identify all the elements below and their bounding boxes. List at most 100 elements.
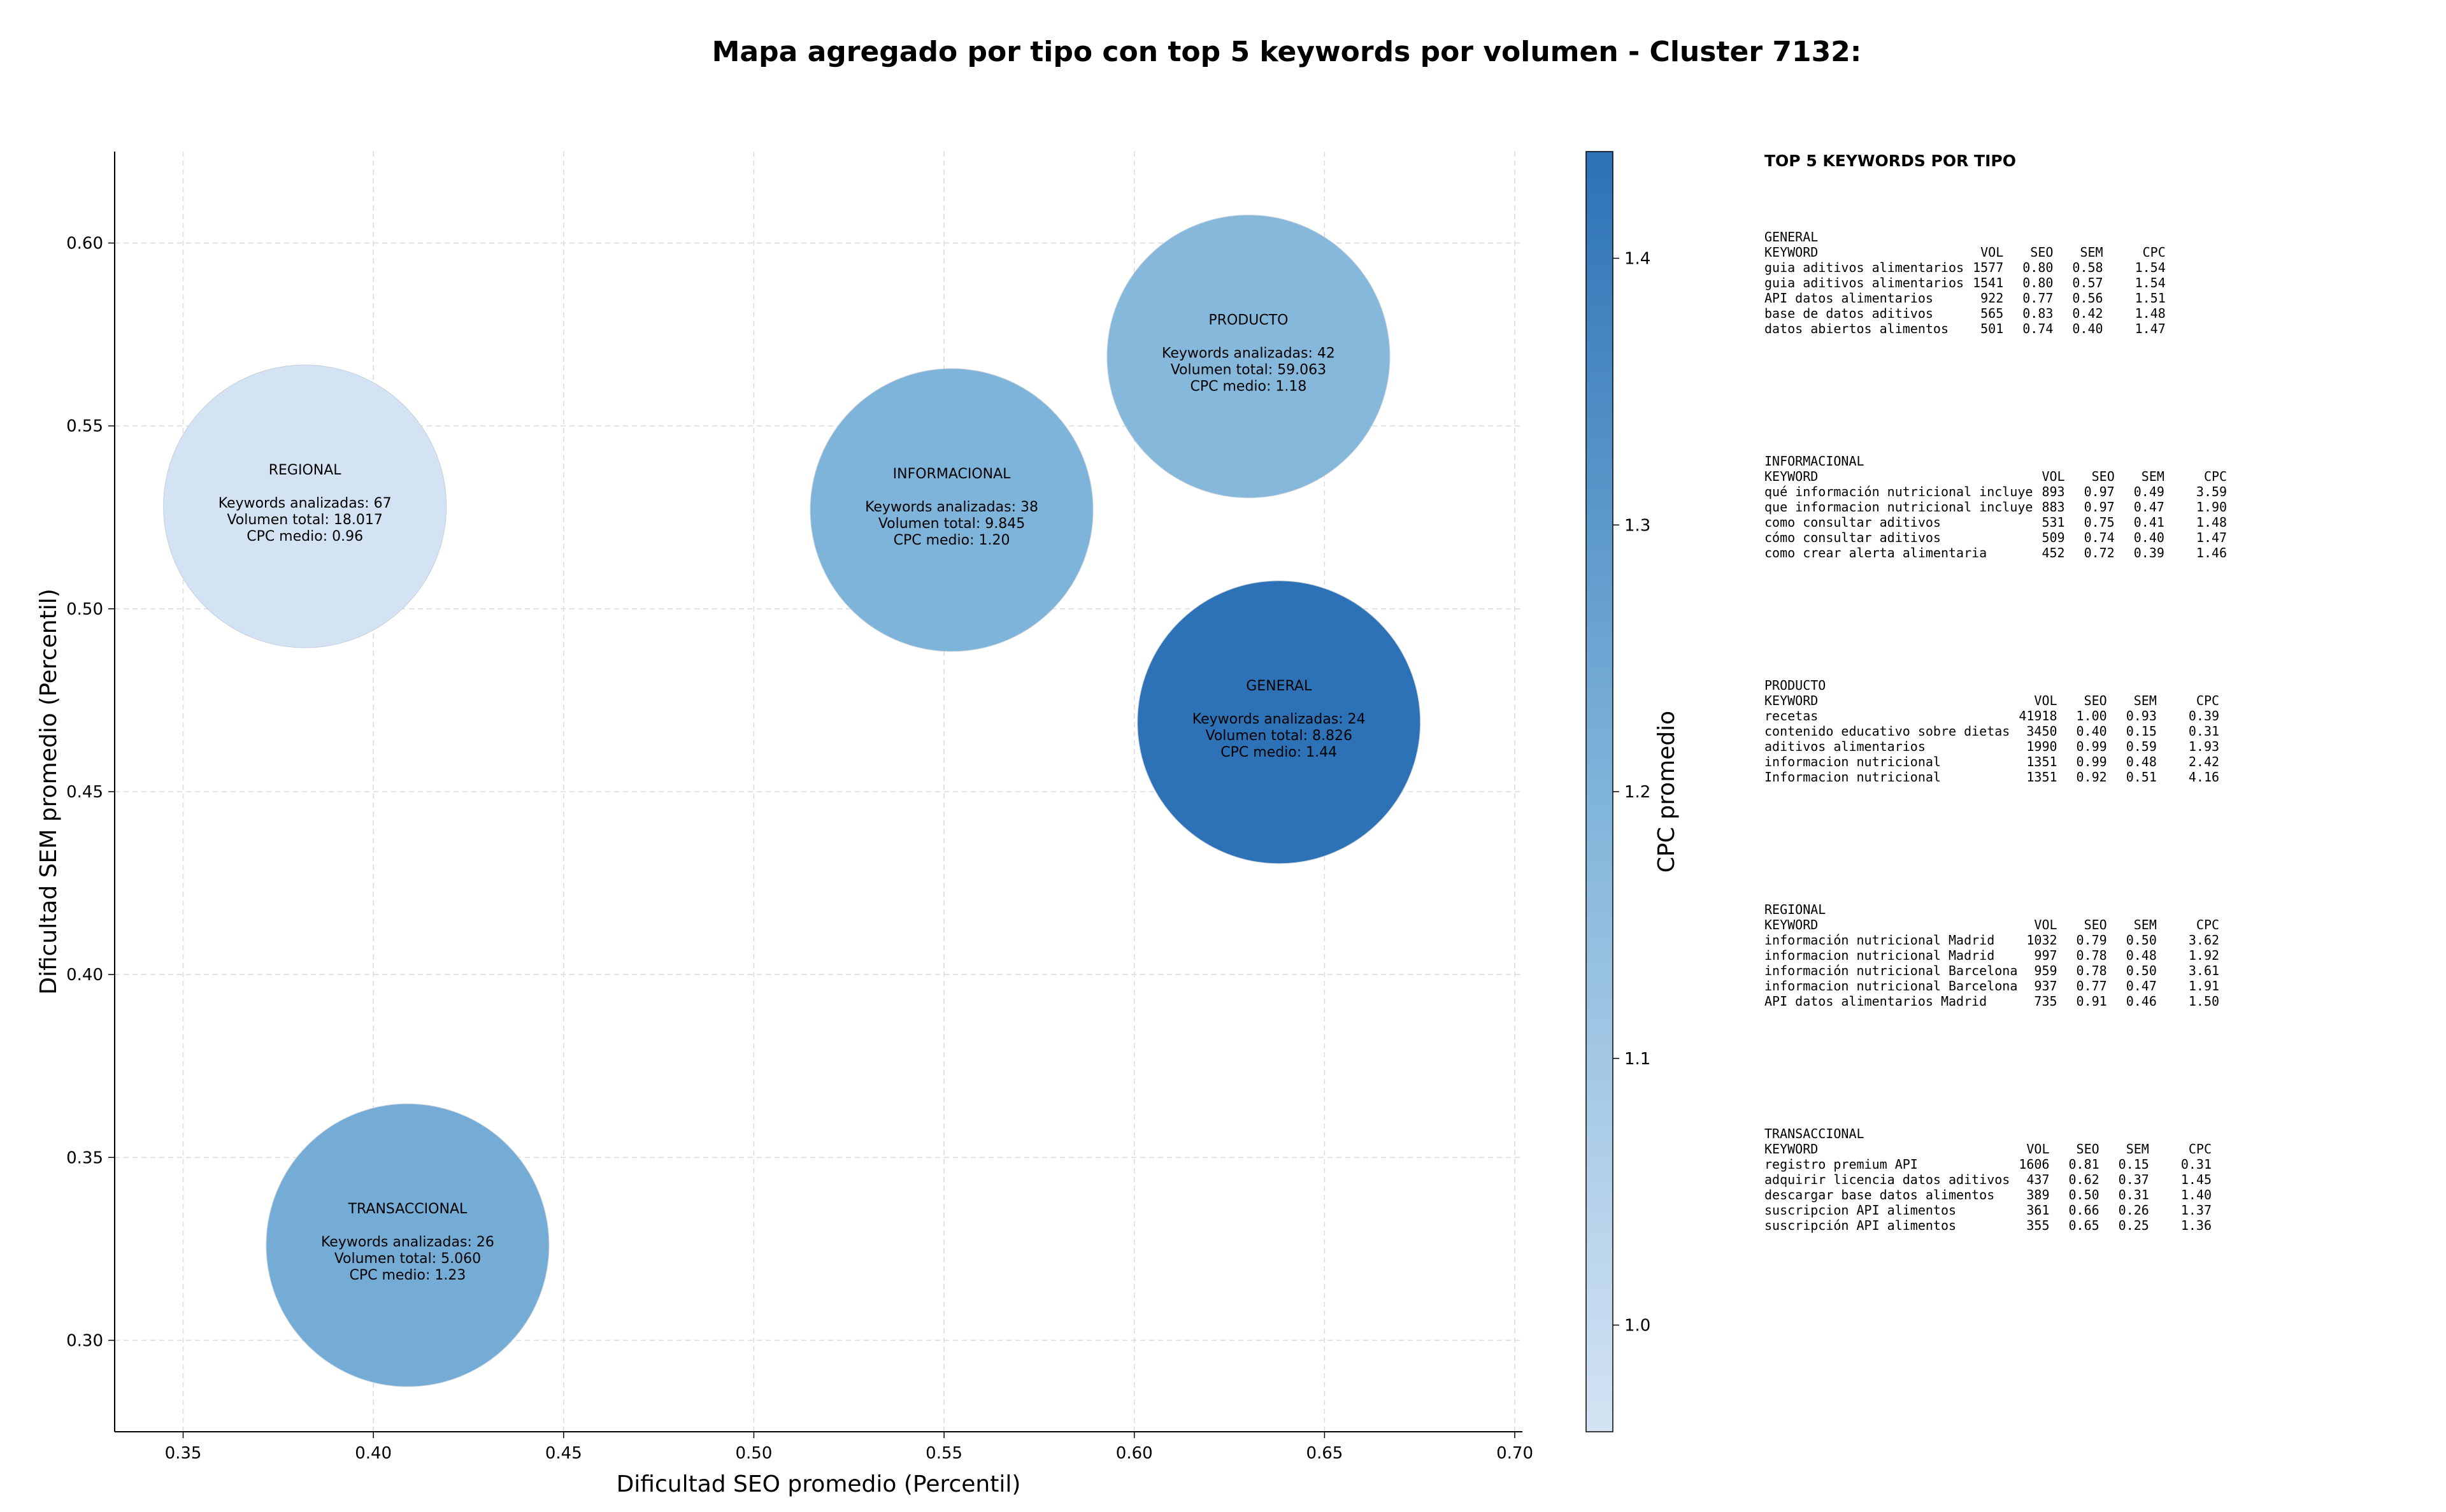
keyword-group-title: INFORMACIONAL xyxy=(1764,453,1864,469)
colorbar-gradient xyxy=(1585,151,1613,1432)
sem-cell: 0.57 xyxy=(2072,275,2103,290)
colorbar-tick-label: 1.0 xyxy=(1624,1316,1650,1336)
table-row: base de datos aditivos 565 0.83 0.42 1.48 xyxy=(1764,306,2166,321)
seo-cell: 0.62 xyxy=(2068,1172,2099,1187)
cpc-cell: 4.16 xyxy=(2188,769,2220,785)
keyword-cell: aditivos alimentarios xyxy=(1764,739,1926,754)
cpc-cell: CPC xyxy=(2203,469,2228,484)
table-row: API datos alimentarios Madrid 735 0.91 0.46… xyxy=(1764,994,2219,1009)
table-row: datos abiertos alimentos 501 0.74 0.40 1.47 xyxy=(1764,321,2166,336)
seo-cell: 0.97 xyxy=(2084,499,2115,515)
y-tick-label: 0.55 xyxy=(66,417,103,436)
colorbar-label: CPC promedio xyxy=(1654,711,1680,873)
seo-cell: SEO xyxy=(2084,917,2107,932)
cpc-cell: 0.31 xyxy=(2180,1157,2212,1172)
keyword-cell: cómo consultar aditivos xyxy=(1764,530,1941,545)
seo-cell: 0.91 xyxy=(2076,994,2107,1009)
keyword-cell: adquirir licencia datos aditivos xyxy=(1764,1172,2010,1187)
vol-cell: 41918 xyxy=(2019,708,2057,724)
sem-cell: 0.50 xyxy=(2126,932,2157,948)
keyword-table: KEYWORD VOL SEO SEM CPC qué información nutri… xyxy=(1764,469,2227,560)
sem-cell: 0.58 xyxy=(2072,260,2103,275)
vol-cell: 437 xyxy=(2026,1172,2050,1187)
bubble-volume-label: Volumen total: 5.060 xyxy=(334,1251,481,1267)
vol-cell: 893 xyxy=(2042,484,2065,499)
sem-cell: SEM xyxy=(2133,693,2157,708)
sem-cell: 0.47 xyxy=(2126,978,2157,994)
bubble-keywords-label: Keywords analizadas: 42 xyxy=(1162,346,1335,362)
vol-cell: 565 xyxy=(1980,306,2004,321)
bubble-circle xyxy=(1106,215,1391,499)
y-tick-label: 0.40 xyxy=(66,966,103,985)
cpc-cell: 1.93 xyxy=(2188,739,2220,754)
seo-cell: 1.00 xyxy=(2076,708,2107,724)
keyword-cell: guia aditivos alimentarios xyxy=(1764,260,1964,275)
table-header-row: KEYWORD VOL SEO SEM CPC xyxy=(1764,469,2227,484)
seo-cell: SEO xyxy=(2076,1141,2099,1157)
axes: 0.35 0.40 0.45 0.50 0.55 0.60 0.65 0.70 0.30 0.35… xyxy=(36,152,1533,1497)
vol-cell: 1606 xyxy=(2019,1157,2050,1172)
cpc-cell: 1.54 xyxy=(2135,275,2166,290)
sem-cell: 0.42 xyxy=(2072,306,2103,321)
seo-cell: SEO xyxy=(2091,469,2115,484)
keyword-group-title: GENERAL xyxy=(1764,229,1819,245)
seo-cell: 0.65 xyxy=(2068,1218,2099,1233)
seo-cell: 0.97 xyxy=(2084,484,2115,499)
table-row: contenido educativo sobre dietas 3450 0.40… xyxy=(1764,724,2219,739)
sem-cell: SEM xyxy=(2126,1141,2149,1157)
bubble-circle xyxy=(810,368,1094,652)
bubble-type-label: TRANSACCIONAL xyxy=(348,1201,468,1217)
vol-cell: 452 xyxy=(2042,545,2065,560)
vol-cell: VOL xyxy=(2026,1141,2050,1157)
keyword-cell: KEYWORD xyxy=(1764,917,1819,932)
sem-cell: 0.41 xyxy=(2133,515,2164,530)
keyword-cell: qué información nutricional incluye xyxy=(1764,484,2033,499)
sem-cell: 0.46 xyxy=(2126,994,2157,1009)
seo-cell: 0.50 xyxy=(2068,1187,2099,1202)
table-row: informacion nutricional Barcelona 937 0.77… xyxy=(1764,978,2219,994)
keyword-cell: informacion nutricional Madrid xyxy=(1764,948,1995,963)
bubble-circle xyxy=(266,1103,550,1387)
seo-cell: 0.75 xyxy=(2084,515,2115,530)
vol-cell: 922 xyxy=(1980,290,2004,306)
cpc-cell: 1.40 xyxy=(2180,1187,2212,1202)
seo-cell: 0.79 xyxy=(2076,932,2107,948)
x-axis-label: Dificultad SEO promedio (Percentil) xyxy=(617,1471,1021,1497)
vol-cell: 997 xyxy=(2034,948,2057,963)
table-header-row: KEYWORD VOL SEO SEM CPC xyxy=(1764,245,2166,260)
cpc-cell: CPC xyxy=(2196,693,2220,708)
colorbar-tick-label: 1.1 xyxy=(1624,1050,1650,1069)
cpc-cell: 1.45 xyxy=(2180,1172,2212,1187)
cpc-cell: 3.61 xyxy=(2188,963,2220,978)
table-row: información nutricional Madrid 1032 0.79 0.… xyxy=(1764,932,2219,948)
x-tick-label: 0.60 xyxy=(1116,1444,1153,1463)
keyword-group-informacional: INFORMACIONAL KEYWORD VOL SEO SEM CPC qué info… xyxy=(1764,453,2440,560)
table-row: como consultar aditivos 531 0.75 0.41 1.48 xyxy=(1764,515,2227,530)
vol-cell: 361 xyxy=(2026,1202,2050,1218)
colorbar-tick-label: 1.2 xyxy=(1624,783,1650,802)
y-axis-label: Dificultad SEM promedio (Percentil) xyxy=(36,588,62,995)
vol-cell: 1541 xyxy=(1973,275,2004,290)
bubble-circle xyxy=(163,364,447,648)
sem-cell: 0.15 xyxy=(2118,1157,2149,1172)
bubble-cpc-label: CPC medio: 1.18 xyxy=(1191,379,1307,395)
y-tick-label: 0.60 xyxy=(66,234,103,253)
sem-cell: SEM xyxy=(2133,917,2157,932)
x-tick-label: 0.65 xyxy=(1306,1444,1343,1463)
sem-cell: 0.93 xyxy=(2126,708,2157,724)
keyword-table: KEYWORD VOL SEO SEM CPC registro premium API 1… xyxy=(1764,1141,2212,1233)
cpc-cell: CPC xyxy=(2142,245,2166,260)
cpc-cell: CPC xyxy=(2196,917,2220,932)
vol-cell: 1351 xyxy=(2026,754,2057,769)
table-row: información nutricional Barcelona 959 0.78… xyxy=(1764,963,2219,978)
sem-cell: 0.50 xyxy=(2126,963,2157,978)
bubble-transaccional: TRANSACCIONAL Keywords analizadas: 26Volu… xyxy=(266,1103,550,1387)
vol-cell: VOL xyxy=(2042,469,2065,484)
bubble-volume-label: Volumen total: 8.826 xyxy=(1206,728,1352,744)
table-row: guia aditivos alimentarios 1541 0.80 0.57 1.… xyxy=(1764,275,2166,290)
keyword-cell: KEYWORD xyxy=(1764,245,1819,260)
keyword-group-regional: REGIONAL KEYWORD VOL SEO SEM CPC información n… xyxy=(1764,902,2440,1009)
table-row: descargar base datos alimentos 389 0.50 0.3… xyxy=(1764,1187,2212,1202)
